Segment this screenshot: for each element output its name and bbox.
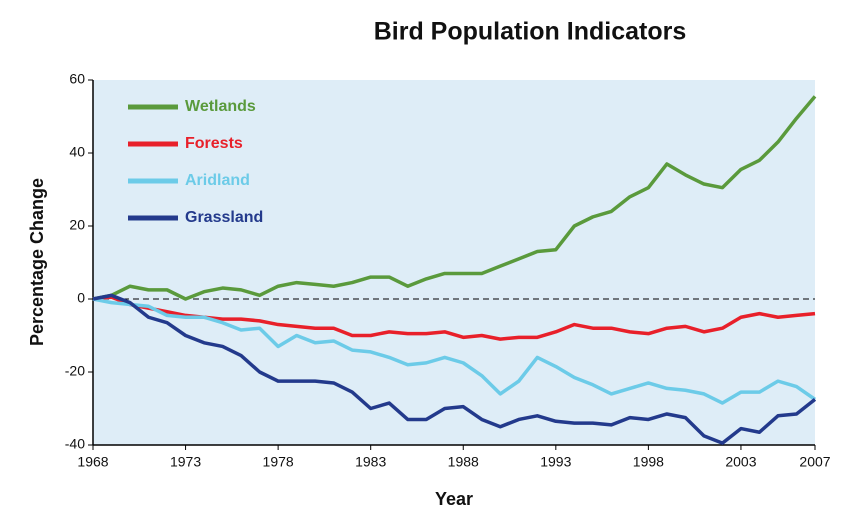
series-line <box>92 95 817 301</box>
y-tick-label: 20 <box>69 217 85 233</box>
plot-background <box>93 80 815 445</box>
x-tick-label: 1988 <box>448 454 479 470</box>
x-tick-label: 1973 <box>170 454 201 470</box>
legend-label: Grassland <box>185 209 263 226</box>
x-tick-label: 1998 <box>633 454 664 470</box>
x-tick-label: 2007 <box>799 454 830 470</box>
x-axis-label: Year <box>435 489 473 509</box>
x-tick-label: 1993 <box>540 454 571 470</box>
y-tick-label: -40 <box>65 436 85 452</box>
y-axis-label: Percentage Change <box>27 178 47 346</box>
x-tick-label: 1968 <box>77 454 108 470</box>
series-line <box>92 297 816 405</box>
y-tick-label: -20 <box>65 363 85 379</box>
legend-label: Wetlands <box>185 98 256 115</box>
legend-label: Aridland <box>185 172 250 189</box>
series-line <box>92 295 816 341</box>
legend-label: Forests <box>185 135 243 152</box>
y-tick-label: 0 <box>77 290 85 306</box>
x-tick-label: 2003 <box>725 454 756 470</box>
x-tick-label: 1983 <box>355 454 386 470</box>
series-line <box>92 293 817 445</box>
chart-title: Bird Population Indicators <box>374 18 687 46</box>
y-tick-label: 60 <box>69 71 85 87</box>
x-tick-label: 1978 <box>263 454 294 470</box>
y-tick-label: 40 <box>69 144 85 160</box>
